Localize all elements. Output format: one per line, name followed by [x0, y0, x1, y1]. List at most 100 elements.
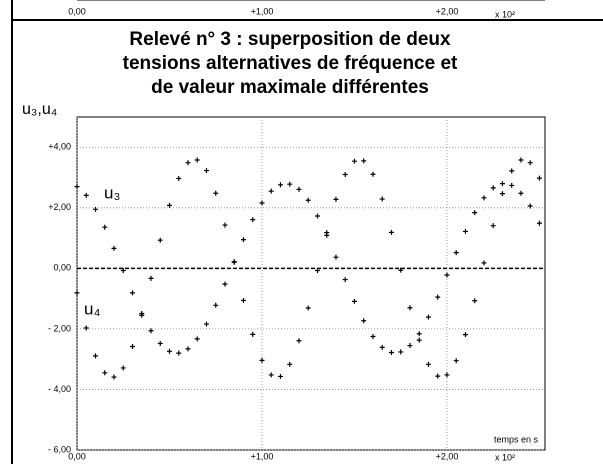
data-point — [324, 230, 330, 236]
data-point — [176, 175, 182, 181]
data-point — [509, 168, 515, 174]
data-point — [444, 272, 450, 278]
data-point — [74, 184, 80, 190]
data-point — [185, 160, 191, 166]
data-point — [351, 158, 357, 164]
data-point — [185, 346, 191, 352]
data-point — [490, 223, 496, 229]
data-point — [83, 325, 89, 331]
data-point — [305, 305, 311, 311]
fragment-label: +2,00 — [436, 6, 459, 16]
data-point — [111, 374, 117, 380]
data-point — [240, 297, 246, 303]
data-point — [388, 229, 394, 235]
data-point — [148, 275, 154, 281]
data-point — [166, 348, 172, 354]
data-point — [194, 157, 200, 163]
data-point — [351, 298, 357, 304]
data-point — [333, 196, 339, 202]
data-point — [425, 314, 431, 320]
data-point — [499, 191, 505, 197]
data-point — [102, 224, 108, 230]
data-point — [536, 175, 542, 181]
data-point — [92, 353, 98, 359]
data-point — [102, 370, 108, 376]
data-point — [361, 318, 367, 324]
data-point — [213, 190, 219, 196]
data-point — [518, 157, 524, 163]
data-point — [342, 172, 348, 178]
data-point — [268, 188, 274, 194]
data-point — [462, 332, 468, 338]
data-point — [259, 357, 265, 363]
data-point — [435, 373, 441, 379]
series-label: u₃ — [104, 183, 120, 202]
data-point — [398, 349, 404, 355]
data-point — [120, 365, 126, 371]
data-point — [425, 361, 431, 367]
chart-title: Relevé n° 3 : superposition de deux — [129, 29, 451, 50]
data-point — [213, 302, 219, 308]
data-point — [444, 372, 450, 378]
x-tick-label: +1,00 — [251, 451, 274, 461]
data-point — [518, 190, 524, 196]
y-tick-label: - 2,00 — [48, 323, 71, 333]
data-point — [222, 222, 228, 228]
data-point — [83, 192, 89, 198]
data-point — [231, 259, 237, 265]
data-point — [250, 217, 256, 223]
data-point — [157, 340, 163, 346]
data-point — [509, 182, 515, 188]
y-tick-label: +2,00 — [48, 202, 71, 212]
data-point — [203, 321, 209, 327]
y-tick-label: +4,00 — [48, 142, 71, 152]
data-point — [222, 281, 228, 287]
data-point — [342, 277, 348, 283]
data-point — [407, 305, 413, 311]
data-point — [314, 213, 320, 219]
y-tick-label: 0,00 — [53, 263, 71, 273]
data-point — [490, 185, 496, 191]
data-point — [370, 333, 376, 339]
x-multiplier: x 10² — [495, 452, 515, 462]
data-point — [92, 206, 98, 212]
data-point — [120, 267, 126, 273]
data-point — [388, 350, 394, 356]
data-point — [370, 171, 376, 177]
data-point — [453, 358, 459, 364]
data-point — [250, 331, 256, 337]
data-point — [481, 260, 487, 266]
fragment-label: x 10² — [495, 9, 515, 19]
data-point — [148, 328, 154, 334]
data-point — [416, 337, 422, 343]
data-point — [314, 267, 320, 273]
data-point — [277, 373, 283, 379]
data-point — [481, 195, 487, 201]
y-axis-label: u₃,u₄ — [22, 101, 57, 118]
data-point — [203, 168, 209, 174]
data-point — [268, 372, 274, 378]
data-point — [536, 220, 542, 226]
data-point — [111, 245, 117, 251]
data-point — [74, 290, 80, 296]
fragment-label: +1,00 — [251, 6, 274, 16]
x-tick-label: 0,00 — [68, 451, 86, 461]
data-point — [287, 361, 293, 367]
data-point — [416, 331, 422, 337]
data-point — [296, 186, 302, 192]
data-point — [166, 202, 172, 208]
x-axis-label: temps en s — [494, 434, 539, 444]
data-point — [472, 210, 478, 216]
y-tick-label: - 6,00 — [48, 444, 71, 454]
data-point — [240, 237, 246, 243]
data-point — [435, 294, 441, 300]
data-point — [472, 298, 478, 304]
data-point — [379, 196, 385, 202]
data-point — [287, 181, 293, 187]
data-point — [176, 350, 182, 356]
data-point — [398, 267, 404, 273]
data-point — [259, 200, 265, 206]
data-point — [361, 158, 367, 164]
